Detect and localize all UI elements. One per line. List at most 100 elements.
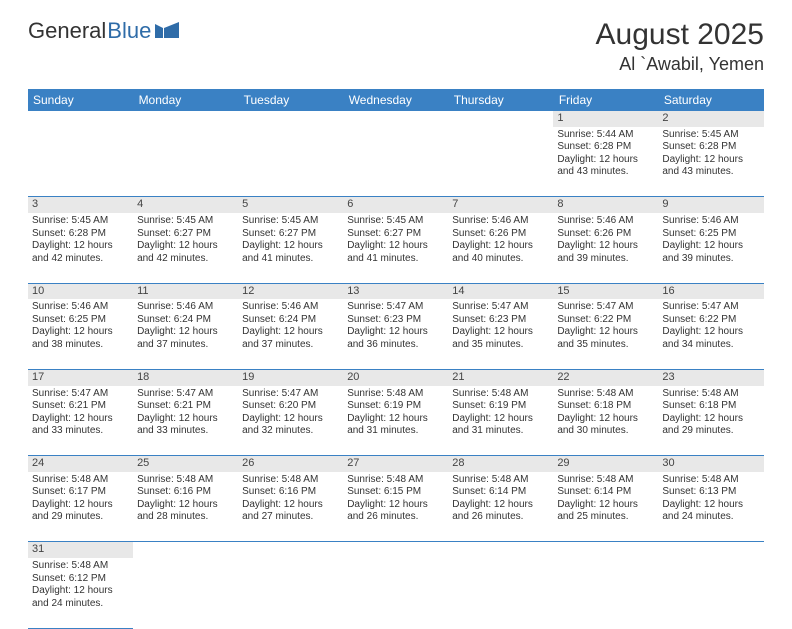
day-number — [28, 111, 133, 127]
daylight-line: Daylight: 12 hours and 39 minutes. — [662, 240, 759, 265]
sunrise-line: Sunrise: 5:46 AM — [242, 301, 339, 314]
sunrise-line: Sunrise: 5:47 AM — [137, 388, 234, 401]
month-title: August 2025 — [596, 18, 764, 52]
calendar-cell — [343, 127, 448, 197]
calendar-cell: Sunrise: 5:47 AMSunset: 6:20 PMDaylight:… — [238, 386, 343, 456]
calendar-cell — [238, 558, 343, 628]
calendar-cell: Sunrise: 5:48 AMSunset: 6:15 PMDaylight:… — [343, 472, 448, 542]
day-number: 9 — [658, 197, 763, 213]
day-number: 15 — [553, 283, 658, 299]
daylight-line: Daylight: 12 hours and 43 minutes. — [662, 154, 759, 179]
day-number: 2 — [658, 111, 763, 127]
day-number-row: 10111213141516 — [28, 283, 764, 299]
daylight-line: Daylight: 12 hours and 30 minutes. — [557, 413, 654, 438]
calendar-cell: Sunrise: 5:47 AMSunset: 6:21 PMDaylight:… — [133, 386, 238, 456]
daylight-line: Daylight: 12 hours and 26 minutes. — [347, 499, 444, 524]
weekday-header: Wednesday — [343, 89, 448, 111]
sunset-line: Sunset: 6:28 PM — [557, 141, 654, 154]
calendar-row: Sunrise: 5:46 AMSunset: 6:25 PMDaylight:… — [28, 299, 764, 369]
day-number: 25 — [133, 456, 238, 472]
sunset-line: Sunset: 6:19 PM — [452, 400, 549, 413]
day-number — [133, 542, 238, 558]
sunrise-line: Sunrise: 5:48 AM — [662, 388, 759, 401]
sunrise-line: Sunrise: 5:45 AM — [32, 215, 129, 228]
sunset-line: Sunset: 6:27 PM — [137, 228, 234, 241]
sunrise-line: Sunrise: 5:47 AM — [452, 301, 549, 314]
day-number-row: 12 — [28, 111, 764, 127]
calendar-cell: Sunrise: 5:47 AMSunset: 6:23 PMDaylight:… — [448, 299, 553, 369]
daylight-line: Daylight: 12 hours and 26 minutes. — [452, 499, 549, 524]
day-number — [343, 542, 448, 558]
sunset-line: Sunset: 6:22 PM — [557, 314, 654, 327]
sunset-line: Sunset: 6:14 PM — [452, 486, 549, 499]
calendar-row: Sunrise: 5:45 AMSunset: 6:28 PMDaylight:… — [28, 213, 764, 283]
sunrise-line: Sunrise: 5:48 AM — [347, 474, 444, 487]
calendar-cell: Sunrise: 5:46 AMSunset: 6:25 PMDaylight:… — [658, 213, 763, 283]
sunrise-line: Sunrise: 5:48 AM — [452, 388, 549, 401]
daylight-line: Daylight: 12 hours and 28 minutes. — [137, 499, 234, 524]
calendar-cell: Sunrise: 5:46 AMSunset: 6:25 PMDaylight:… — [28, 299, 133, 369]
sunrise-line: Sunrise: 5:47 AM — [662, 301, 759, 314]
daylight-line: Daylight: 12 hours and 31 minutes. — [347, 413, 444, 438]
sunrise-line: Sunrise: 5:47 AM — [242, 388, 339, 401]
daylight-line: Daylight: 12 hours and 40 minutes. — [452, 240, 549, 265]
sunrise-line: Sunrise: 5:45 AM — [242, 215, 339, 228]
sunset-line: Sunset: 6:27 PM — [242, 228, 339, 241]
day-number: 21 — [448, 369, 553, 385]
sunset-line: Sunset: 6:28 PM — [32, 228, 129, 241]
weekday-header: Tuesday — [238, 89, 343, 111]
calendar-cell — [133, 558, 238, 628]
sunset-line: Sunset: 6:17 PM — [32, 486, 129, 499]
calendar-cell: Sunrise: 5:48 AMSunset: 6:16 PMDaylight:… — [133, 472, 238, 542]
sunset-line: Sunset: 6:25 PM — [32, 314, 129, 327]
daylight-line: Daylight: 12 hours and 38 minutes. — [32, 326, 129, 351]
daylight-line: Daylight: 12 hours and 35 minutes. — [557, 326, 654, 351]
calendar-table: SundayMondayTuesdayWednesdayThursdayFrid… — [28, 89, 764, 629]
daylight-line: Daylight: 12 hours and 27 minutes. — [242, 499, 339, 524]
day-number: 16 — [658, 283, 763, 299]
weekday-header-row: SundayMondayTuesdayWednesdayThursdayFrid… — [28, 89, 764, 111]
sunrise-line: Sunrise: 5:48 AM — [32, 474, 129, 487]
calendar-cell — [238, 127, 343, 197]
sunset-line: Sunset: 6:16 PM — [242, 486, 339, 499]
sunset-line: Sunset: 6:24 PM — [242, 314, 339, 327]
calendar-cell: Sunrise: 5:48 AMSunset: 6:18 PMDaylight:… — [658, 386, 763, 456]
day-number: 1 — [553, 111, 658, 127]
sunset-line: Sunset: 6:20 PM — [242, 400, 339, 413]
sunrise-line: Sunrise: 5:46 AM — [32, 301, 129, 314]
weekday-header: Sunday — [28, 89, 133, 111]
calendar-cell: Sunrise: 5:48 AMSunset: 6:14 PMDaylight:… — [553, 472, 658, 542]
day-number: 26 — [238, 456, 343, 472]
day-number: 14 — [448, 283, 553, 299]
sunrise-line: Sunrise: 5:45 AM — [662, 129, 759, 142]
daylight-line: Daylight: 12 hours and 32 minutes. — [242, 413, 339, 438]
daylight-line: Daylight: 12 hours and 41 minutes. — [347, 240, 444, 265]
calendar-cell: Sunrise: 5:48 AMSunset: 6:16 PMDaylight:… — [238, 472, 343, 542]
day-number: 22 — [553, 369, 658, 385]
daylight-line: Daylight: 12 hours and 29 minutes. — [662, 413, 759, 438]
sunrise-line: Sunrise: 5:46 AM — [662, 215, 759, 228]
sunset-line: Sunset: 6:13 PM — [662, 486, 759, 499]
daylight-line: Daylight: 12 hours and 24 minutes. — [32, 585, 129, 610]
day-number: 4 — [133, 197, 238, 213]
day-number — [553, 542, 658, 558]
daylight-line: Daylight: 12 hours and 33 minutes. — [32, 413, 129, 438]
day-number: 23 — [658, 369, 763, 385]
day-number — [133, 111, 238, 127]
day-number: 28 — [448, 456, 553, 472]
day-number — [448, 542, 553, 558]
sunset-line: Sunset: 6:21 PM — [32, 400, 129, 413]
sunrise-line: Sunrise: 5:48 AM — [32, 560, 129, 573]
calendar-cell — [448, 558, 553, 628]
calendar-cell: Sunrise: 5:45 AMSunset: 6:28 PMDaylight:… — [658, 127, 763, 197]
sunset-line: Sunset: 6:23 PM — [452, 314, 549, 327]
sunset-line: Sunset: 6:19 PM — [347, 400, 444, 413]
day-number — [658, 542, 763, 558]
calendar-cell — [448, 127, 553, 197]
calendar-row: Sunrise: 5:48 AMSunset: 6:17 PMDaylight:… — [28, 472, 764, 542]
calendar-cell: Sunrise: 5:45 AMSunset: 6:27 PMDaylight:… — [238, 213, 343, 283]
sunrise-line: Sunrise: 5:48 AM — [242, 474, 339, 487]
logo: GeneralBlue — [28, 18, 181, 44]
calendar-cell: Sunrise: 5:45 AMSunset: 6:28 PMDaylight:… — [28, 213, 133, 283]
day-number: 17 — [28, 369, 133, 385]
